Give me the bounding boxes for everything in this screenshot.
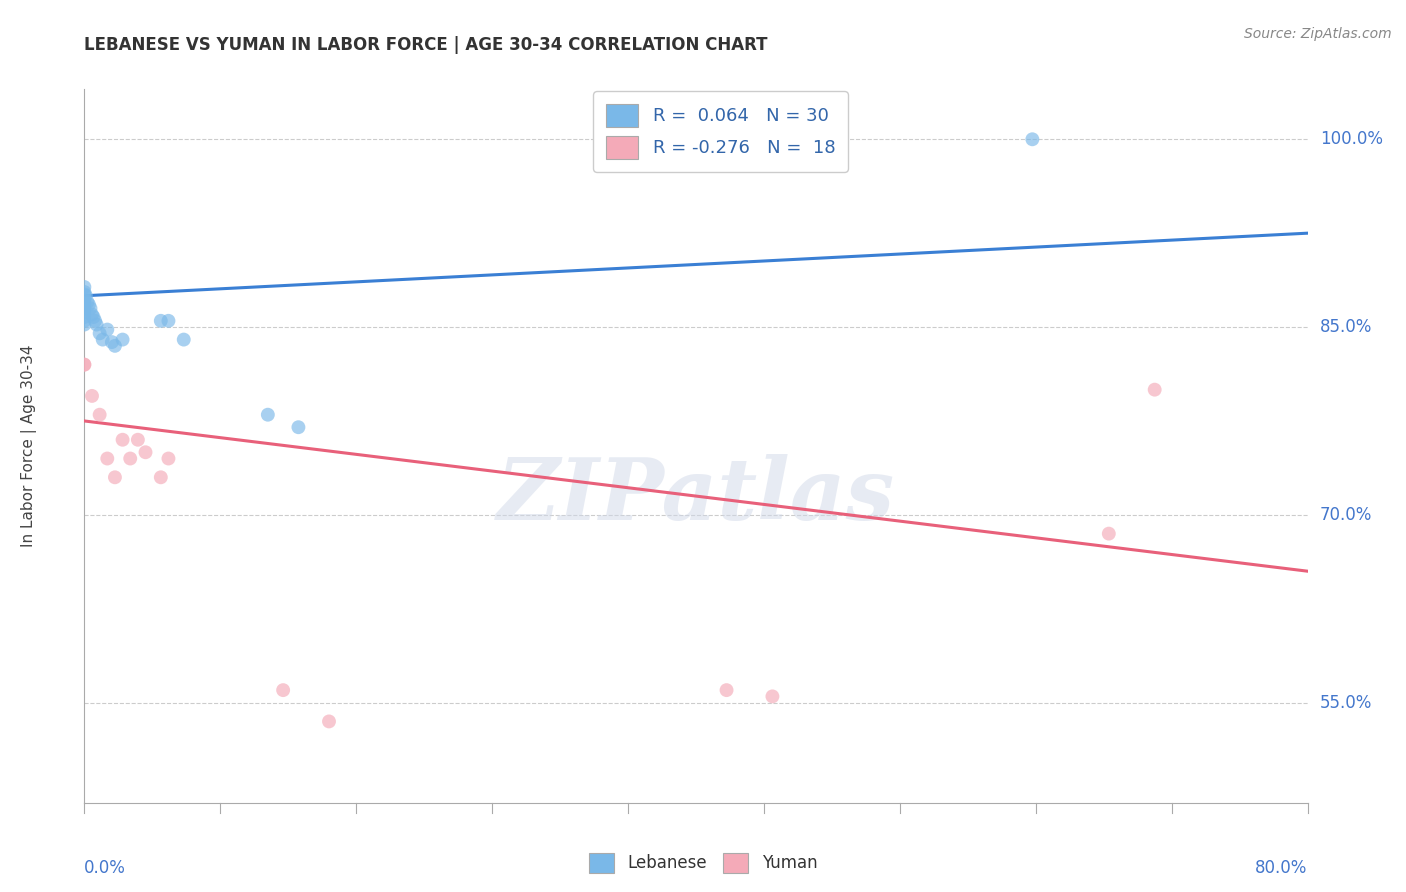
Point xyxy=(73,280,96,294)
Legend: R =  0.064   N = 30, R = -0.276   N =  18: R = 0.064 N = 30, R = -0.276 N = 18 xyxy=(593,91,848,172)
Text: 55.0%: 55.0% xyxy=(1320,694,1372,712)
Point xyxy=(257,408,280,422)
Point xyxy=(1143,383,1166,397)
Point xyxy=(73,293,96,307)
Point xyxy=(80,308,103,322)
Point xyxy=(157,451,180,466)
Point xyxy=(73,310,96,324)
Point xyxy=(80,389,103,403)
Point xyxy=(73,318,96,332)
Point xyxy=(91,333,114,347)
Point xyxy=(1098,526,1121,541)
Point xyxy=(77,297,100,311)
Point xyxy=(173,333,195,347)
Point xyxy=(101,335,124,350)
Text: ZIPatlas: ZIPatlas xyxy=(496,454,896,538)
Point xyxy=(111,433,134,447)
Point xyxy=(73,314,96,328)
Point xyxy=(73,297,96,311)
Point xyxy=(149,314,172,328)
Point xyxy=(120,451,142,466)
Point xyxy=(73,305,96,319)
Point xyxy=(73,358,96,372)
Point xyxy=(318,714,340,729)
Point xyxy=(135,445,157,459)
Point xyxy=(104,339,127,353)
Point xyxy=(1021,132,1043,146)
Text: 100.0%: 100.0% xyxy=(1320,130,1384,148)
Point xyxy=(149,470,172,484)
Point xyxy=(83,310,105,324)
Legend: Lebanese, Yuman: Lebanese, Yuman xyxy=(582,847,824,880)
Point xyxy=(96,322,118,336)
Text: LEBANESE VS YUMAN IN LABOR FORCE | AGE 30-34 CORRELATION CHART: LEBANESE VS YUMAN IN LABOR FORCE | AGE 3… xyxy=(84,36,768,54)
Point xyxy=(76,295,98,310)
Point xyxy=(89,408,111,422)
Point xyxy=(79,301,101,316)
Text: In Labor Force | Age 30-34: In Labor Force | Age 30-34 xyxy=(21,344,38,548)
Text: 80.0%: 80.0% xyxy=(1256,859,1308,877)
Text: 0.0%: 0.0% xyxy=(84,859,127,877)
Point xyxy=(73,287,96,301)
Point xyxy=(96,451,118,466)
Point xyxy=(73,285,96,299)
Point xyxy=(127,433,149,447)
Point xyxy=(89,326,111,341)
Point xyxy=(157,314,180,328)
Text: 70.0%: 70.0% xyxy=(1320,506,1372,524)
Point xyxy=(716,683,738,698)
Point xyxy=(271,683,294,698)
Point xyxy=(111,333,134,347)
Point xyxy=(84,314,107,328)
Point xyxy=(73,301,96,316)
Point xyxy=(75,289,97,303)
Text: Source: ZipAtlas.com: Source: ZipAtlas.com xyxy=(1244,27,1392,41)
Point xyxy=(86,318,108,332)
Point xyxy=(104,470,127,484)
Text: 85.0%: 85.0% xyxy=(1320,318,1372,336)
Point xyxy=(287,420,309,434)
Point xyxy=(73,358,96,372)
Point xyxy=(761,690,783,704)
